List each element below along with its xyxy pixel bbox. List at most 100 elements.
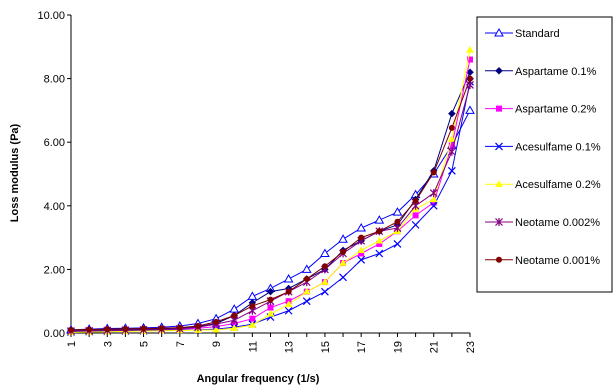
data-point xyxy=(284,300,293,308)
legend-item: Standard xyxy=(485,27,560,40)
data-point xyxy=(356,223,367,232)
legend-label: Aspartame 0.1% xyxy=(515,66,597,78)
data-point xyxy=(357,255,366,264)
data-point xyxy=(104,326,111,333)
data-point xyxy=(448,142,455,149)
data-point xyxy=(301,264,312,273)
data-point xyxy=(320,287,329,296)
data-point xyxy=(338,234,348,243)
x-tick-label: 15 xyxy=(320,341,332,353)
data-point xyxy=(303,275,310,282)
legend-marker xyxy=(495,218,503,226)
y-tick-label: 2.00 xyxy=(44,264,65,276)
legend-label: Aspartame 0.2% xyxy=(515,104,597,116)
data-point xyxy=(194,323,201,330)
data-point xyxy=(267,304,274,311)
legend-marker xyxy=(496,105,502,112)
data-point xyxy=(231,312,238,319)
data-point xyxy=(302,297,311,306)
x-tick-label: 5 xyxy=(139,341,151,347)
y-tick-label: 6.00 xyxy=(44,137,65,149)
legend-item: Aspartame 0.2% xyxy=(485,104,597,116)
x-tick-label: 13 xyxy=(284,341,296,353)
data-point xyxy=(248,321,257,328)
x-tick-label: 23 xyxy=(465,341,477,353)
data-point xyxy=(448,124,455,131)
y-tick-label: 0.00 xyxy=(44,328,65,340)
legend-item: Acesulfame 0.2% xyxy=(485,179,601,191)
data-point xyxy=(447,166,456,175)
y-axis-title: Loss modulus (Pa) xyxy=(9,123,21,222)
data-point xyxy=(447,147,456,156)
data-point xyxy=(176,324,183,331)
data-point xyxy=(212,325,221,333)
data-point xyxy=(285,288,292,295)
data-point xyxy=(122,325,129,332)
x-tick-label: 1 xyxy=(66,341,78,347)
data-point xyxy=(467,75,473,82)
y-tick-label: 10.00 xyxy=(37,10,65,22)
y-tick-label: 8.00 xyxy=(44,74,65,86)
legend-label: Acesulfame 0.2% xyxy=(515,179,601,191)
data-point xyxy=(68,326,74,333)
data-point xyxy=(375,249,384,258)
data-point xyxy=(283,273,294,283)
data-point xyxy=(376,240,383,247)
legend-item: Acesulfame 0.1% xyxy=(485,141,601,153)
legend-item: Neotame 0.002% xyxy=(485,217,600,229)
data-point xyxy=(249,302,256,309)
data-point xyxy=(213,318,220,325)
legend: Standard Aspartame 0.1% Aspartame 0.2% Aces… xyxy=(476,16,613,293)
x-tick-label: 11 xyxy=(247,341,259,352)
data-point xyxy=(358,234,365,241)
data-point xyxy=(339,259,347,266)
data-point xyxy=(267,296,274,303)
data-point xyxy=(266,309,275,317)
data-point xyxy=(320,278,329,285)
data-point xyxy=(466,45,474,53)
data-point xyxy=(320,248,330,257)
legend-label: Neotame 0.002% xyxy=(515,217,600,229)
data-point xyxy=(465,105,475,114)
legend-label: Standard xyxy=(515,28,560,40)
legend-label: Acesulfame 0.1% xyxy=(515,141,601,153)
data-point xyxy=(429,195,438,203)
data-point xyxy=(412,198,419,205)
data-point xyxy=(284,306,293,315)
data-point xyxy=(230,324,239,331)
legend-marker xyxy=(494,27,504,37)
x-tick-label: 9 xyxy=(211,341,223,347)
legend-item: Aspartame 0.1% xyxy=(485,66,597,78)
data-point xyxy=(392,207,403,216)
legend-marker xyxy=(495,180,503,187)
x-axis-title: Angular frequency (1/s) xyxy=(197,373,320,385)
y-tick-label: 4.00 xyxy=(44,201,65,213)
data-point xyxy=(375,236,384,244)
series-6 xyxy=(68,75,473,333)
data-point xyxy=(266,287,275,296)
legend-item: Neotame 0.001% xyxy=(485,255,600,267)
data-point xyxy=(447,135,456,142)
data-point xyxy=(140,325,147,332)
data-point xyxy=(376,228,383,235)
data-point xyxy=(86,326,93,333)
x-tick-label: 19 xyxy=(392,341,404,353)
data-point xyxy=(411,220,420,229)
x-tick-label: 7 xyxy=(175,341,187,347)
data-point xyxy=(357,246,366,254)
data-point xyxy=(229,304,240,313)
data-point xyxy=(393,240,402,248)
x-tick-label: 3 xyxy=(102,341,114,347)
data-point xyxy=(393,224,402,233)
data-point xyxy=(412,212,419,219)
series-1 xyxy=(67,68,474,335)
data-point xyxy=(339,273,347,282)
legend-label: Neotame 0.001% xyxy=(515,255,600,267)
data-point xyxy=(247,291,258,300)
x-tick-label: 17 xyxy=(356,341,368,353)
data-point xyxy=(448,109,456,118)
data-point xyxy=(429,189,438,198)
data-point xyxy=(467,56,473,63)
